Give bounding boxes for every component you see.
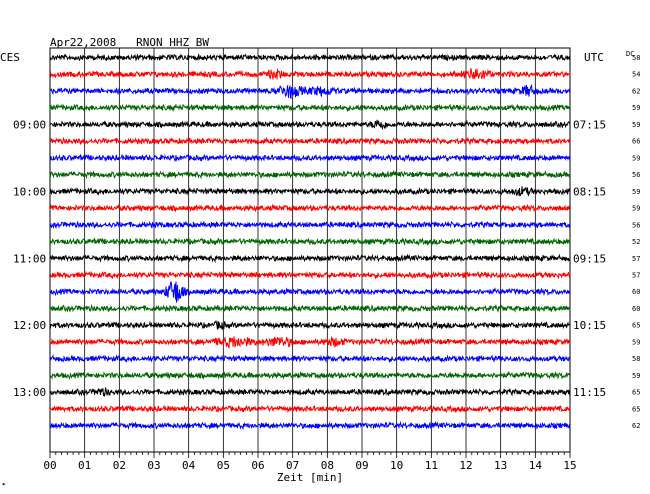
dc-offset-label: 59 [632, 121, 640, 129]
trace-1 [49, 68, 571, 80]
right-hour-label: 07:15 [573, 118, 606, 131]
dc-offset-label: 59 [632, 188, 640, 196]
dc-offset-label: 57 [632, 271, 640, 279]
trace-8 [49, 186, 571, 197]
trace-12 [49, 253, 571, 264]
left-hour-label: 09:00 [13, 118, 46, 131]
dc-offset-label: 60 [632, 288, 640, 296]
right-timezone-label: UTC [584, 51, 604, 64]
dc-offset-label: 59 [632, 154, 640, 162]
right-hour-label: 11:15 [573, 386, 606, 399]
dc-offset-label: 66 [632, 138, 640, 146]
dc-offset-label: 56 [632, 171, 640, 179]
dc-offset-label: 59 [632, 338, 640, 346]
dc-offset-label: 62 [632, 422, 640, 430]
x-tick-label: 13 [494, 459, 507, 472]
x-tick-label: 12 [459, 459, 472, 472]
dc-offset-label: 60 [632, 305, 640, 313]
x-axis-label: Zeit [min] [277, 471, 343, 484]
left-hour-label: 12:00 [13, 319, 46, 332]
left-hour-label: 13:00 [13, 386, 46, 399]
trace-11 [49, 237, 571, 246]
trace-0 [49, 53, 571, 62]
dc-offset-label: 65 [632, 389, 640, 397]
x-tick-label: 01 [78, 459, 91, 472]
right-hour-label: 10:15 [573, 319, 606, 332]
x-tick-label: 08 [321, 459, 334, 472]
x-tick-label: 03 [147, 459, 160, 472]
trace-13 [49, 270, 571, 280]
right-hour-label: 08:15 [573, 185, 606, 198]
x-tick-label: 07 [286, 459, 299, 472]
trace-10 [49, 220, 571, 230]
x-tick-label: 10 [390, 459, 403, 472]
trace-22 [49, 420, 571, 431]
dc-offset-label: 62 [632, 87, 640, 95]
chart-title: Apr22,2008 RNON HHZ BW [50, 36, 209, 49]
left-timezone-label: CES [0, 51, 20, 64]
trace-15 [49, 304, 571, 313]
x-tick-label: 09 [355, 459, 368, 472]
dc-offset-label: 59 [632, 372, 640, 380]
trace-21 [49, 404, 571, 414]
trace-4 [49, 119, 571, 131]
trace-labels: 09:00 10:00 11:00 12:00 13:00 07:15 08:15 09:15… [13, 54, 640, 430]
x-tick-label: 11 [425, 459, 438, 472]
trace-17 [49, 335, 571, 349]
trace-3 [49, 103, 571, 113]
trace-16 [49, 319, 571, 330]
dc-offset-label: 58 [632, 355, 640, 363]
x-tick-label: 00 [43, 459, 56, 472]
dc-offset-label: 57 [632, 255, 640, 263]
dc-offset-label: 52 [632, 238, 640, 246]
x-tick-label: 05 [217, 459, 230, 472]
trace-18 [49, 353, 571, 364]
dc-offset-label: 65 [632, 322, 640, 330]
footer-mark: ▸ [2, 480, 6, 488]
trace-6 [49, 153, 571, 163]
dc-offset-label: 58 [632, 54, 640, 62]
x-tick-label: 15 [563, 459, 576, 472]
x-tick-label: 02 [113, 459, 126, 472]
trace-2 [49, 84, 571, 99]
dc-offset-label: 59 [632, 104, 640, 112]
trace-19 [49, 370, 571, 380]
left-hour-label: 11:00 [13, 252, 46, 265]
seismic-traces [49, 53, 571, 431]
x-tick-label: 04 [182, 459, 196, 472]
trace-9 [49, 203, 571, 213]
left-hour-label: 10:00 [13, 185, 46, 198]
trace-14 [49, 281, 571, 303]
dc-offset-label: 56 [632, 221, 640, 229]
dc-offset-label: 54 [632, 71, 640, 79]
trace-7 [49, 169, 571, 180]
x-tick-label: 14 [529, 459, 543, 472]
trace-5 [49, 136, 571, 146]
x-axis: 00 01 02 03 04 05 06 07 08 09 10 11 12 13 14 15 [43, 451, 577, 472]
right-hour-label: 09:15 [573, 252, 606, 265]
dc-offset-label: 59 [632, 205, 640, 213]
trace-20 [49, 387, 571, 397]
dc-header-label: DC [626, 50, 634, 58]
dc-offset-label: 65 [632, 405, 640, 413]
x-tick-label: 06 [251, 459, 264, 472]
